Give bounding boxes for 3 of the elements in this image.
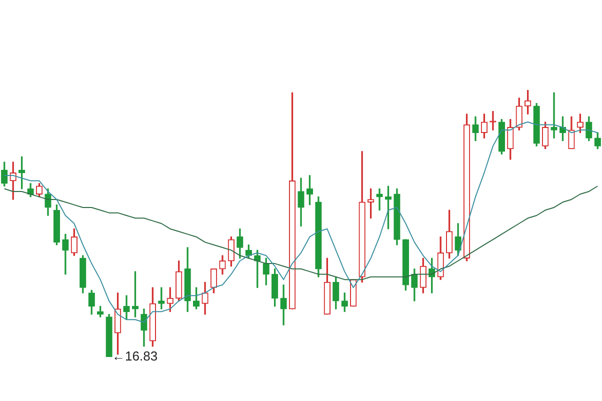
annotation: ←16.83 xyxy=(112,348,158,364)
candlestick xyxy=(550,92,558,138)
candlestick xyxy=(490,111,496,130)
